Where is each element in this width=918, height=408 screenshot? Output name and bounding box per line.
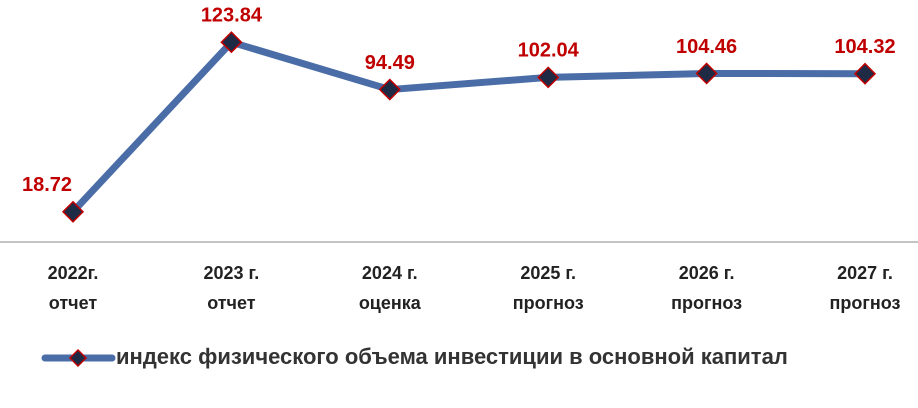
- data-label: 104.32: [834, 36, 895, 58]
- x-tick-label: 2027 г. прогноз: [829, 263, 901, 313]
- marker: [695, 62, 718, 85]
- marker: [853, 62, 877, 85]
- marker: [61, 200, 85, 223]
- line: [70, 38, 866, 215]
- data-label: 123.84: [201, 4, 263, 26]
- legend-marker: [68, 348, 88, 368]
- x-tick-label: 2022г. отчет: [47, 263, 99, 313]
- x-tick-label: 2023 г. отчет: [203, 263, 260, 313]
- x-tick-label: 2026 г. прогноз: [671, 263, 743, 313]
- x-tick-label: 2024 г. оценка: [358, 263, 421, 313]
- data-label: 18.72: [22, 174, 72, 196]
- data-label: 104.46: [676, 36, 737, 58]
- data-label: 94.49: [365, 52, 415, 74]
- legend-label: индекс физического объема инвестиции в о…: [116, 344, 788, 369]
- marker: [537, 66, 560, 89]
- x-tick-label: 2025 г. прогноз: [512, 263, 584, 313]
- marker: [378, 78, 401, 101]
- marker: [220, 31, 243, 54]
- data-label: 102.04: [518, 40, 580, 62]
